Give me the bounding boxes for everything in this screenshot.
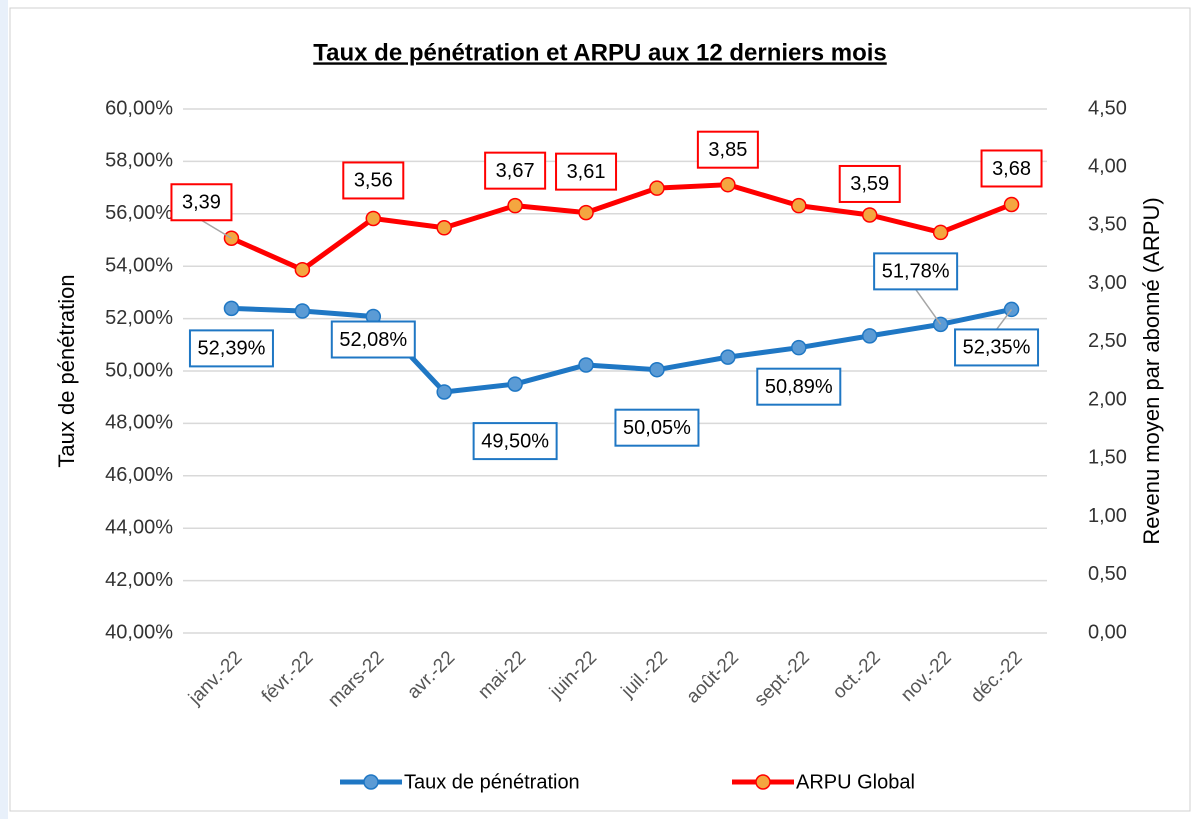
- data-label-box: [472, 422, 558, 461]
- data-label: 52,39%: [198, 338, 266, 360]
- data-label: 52,08%: [339, 329, 407, 351]
- y2-axis-title: Revenu moyen par abonné (ARPU): [1139, 197, 1164, 544]
- y-tick-label: 52,00%: [105, 307, 173, 329]
- leader-line: [995, 308, 1013, 330]
- marker: [436, 384, 452, 400]
- marker: [861, 207, 878, 223]
- y-tick-label: 44,00%: [105, 516, 173, 538]
- legend-label: Taux de pénétration: [404, 771, 580, 793]
- marker: [294, 303, 311, 319]
- y-tick-label: 50,00%: [105, 359, 173, 381]
- marker: [365, 210, 382, 227]
- y2-tick-label: 4,00: [1088, 156, 1127, 178]
- marker: [578, 357, 594, 373]
- data-label-box: [614, 408, 700, 447]
- y2-tick-label: 1,00: [1088, 505, 1127, 527]
- data-label: 51,78%: [882, 261, 950, 283]
- leader-line: [201, 219, 232, 239]
- data-label-box: [555, 152, 618, 191]
- data-label: 3,85: [708, 139, 747, 161]
- series-line: [231, 305, 1013, 395]
- y2-tick-label: 3,50: [1088, 214, 1127, 236]
- data-label: 52,35%: [963, 337, 1031, 359]
- data-label: 3,56: [354, 170, 393, 192]
- data-label-box: [188, 329, 274, 368]
- marker: [720, 349, 736, 365]
- y2-tick-label: 0,00: [1088, 621, 1127, 643]
- y-tick-label: 46,00%: [105, 464, 173, 486]
- y2-tick-label: 1,50: [1088, 447, 1127, 469]
- leader-line: [915, 288, 942, 325]
- y2-tick-label: 2,50: [1088, 330, 1127, 352]
- marker: [649, 180, 665, 196]
- side-strip: [0, 0, 8, 819]
- y-tick-label: 54,00%: [105, 254, 173, 276]
- series-line: [230, 182, 1013, 273]
- marker: [507, 376, 523, 392]
- data-label: 50,05%: [623, 417, 691, 439]
- data-label-box: [330, 320, 416, 359]
- marker: [861, 328, 878, 344]
- data-label: 3,39: [182, 192, 221, 214]
- legend-label: ARPU Global: [796, 771, 915, 793]
- y2-tick-label: 0,50: [1088, 563, 1127, 585]
- data-label-box: [980, 149, 1043, 188]
- data-label-box: [342, 161, 405, 200]
- data-label-box: [756, 367, 842, 406]
- y-tick-label: 42,00%: [105, 569, 173, 591]
- data-label: 3,68: [992, 158, 1031, 180]
- data-label: 49,50%: [481, 430, 549, 452]
- y2-tick-label: 3,00: [1088, 272, 1127, 294]
- data-label-box: [484, 151, 547, 190]
- y-axis-title: Taux de pénétration: [54, 274, 79, 467]
- data-label: 3,61: [567, 161, 606, 183]
- y-tick-label: 40,00%: [105, 621, 173, 643]
- data-label: 3,67: [496, 160, 535, 182]
- data-label-box: [838, 164, 901, 203]
- marker: [294, 261, 311, 278]
- y2-tick-label: 2,00: [1088, 388, 1127, 410]
- marker: [791, 197, 807, 214]
- data-label-box: [954, 328, 1040, 367]
- chart-frame: [9, 7, 1191, 812]
- marker: [223, 300, 240, 317]
- data-label: 50,89%: [765, 376, 833, 398]
- chart-title: Taux de pénétration et ARPU aux 12 derni…: [313, 39, 887, 66]
- y-tick-label: 58,00%: [105, 150, 173, 172]
- marker: [436, 220, 452, 236]
- marker: [1003, 196, 1020, 213]
- marker: [932, 224, 949, 241]
- data-label-box: [873, 252, 959, 291]
- y-tick-label: 60,00%: [105, 97, 173, 119]
- marker: [791, 339, 807, 356]
- data-label: 3,59: [850, 173, 889, 195]
- y-tick-label: 56,00%: [105, 202, 173, 224]
- legend-marker: [755, 774, 771, 790]
- legend-marker: [363, 774, 379, 790]
- marker: [720, 176, 736, 193]
- y2-tick-label: 4,50: [1088, 97, 1127, 119]
- y-tick-label: 48,00%: [105, 412, 173, 434]
- marker: [507, 197, 523, 214]
- marker: [649, 361, 665, 378]
- marker: [578, 204, 594, 221]
- data-label-box: [170, 183, 233, 222]
- data-label-box: [696, 130, 759, 169]
